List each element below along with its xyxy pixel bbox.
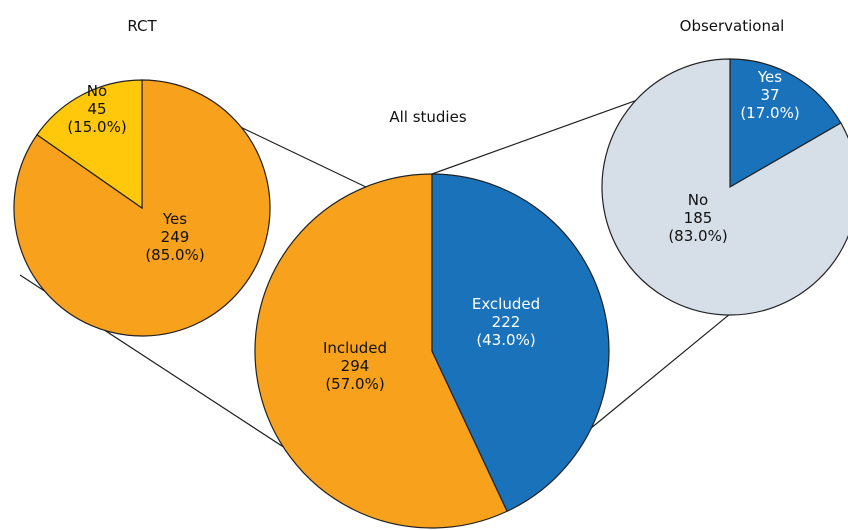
pie-rct: Yes 249 (85.0%) No 45 (15.0%) [13,79,271,337]
title-rct: RCT [127,17,157,35]
label-rct-yes: Yes 249 (85.0%) [145,210,204,264]
title-all-studies: All studies [389,108,466,126]
slice-rct-no [36,79,143,210]
title-observational: Observational [680,17,785,35]
slice-observational-yes [729,58,842,189]
slice-all-studies-excluded [431,173,610,513]
label-all-studies-excluded: Excluded 222 (43.0%) [472,295,540,349]
slice-all-studies-included [254,173,508,529]
pie-observational: Yes 37 (17.0%) No 185 (83.0%) [601,58,848,316]
label-rct-no: No 45 (15.0%) [67,82,126,136]
pie-all-studies: Included 294 (57.0%) Excluded 222 (43.0%) [254,173,610,529]
label-observational-yes: Yes 37 (17.0%) [740,68,799,122]
slice-observational-no [601,58,848,316]
label-observational-no: No 185 (83.0%) [668,191,727,245]
label-all-studies-included: Included 294 (57.0%) [323,339,387,393]
